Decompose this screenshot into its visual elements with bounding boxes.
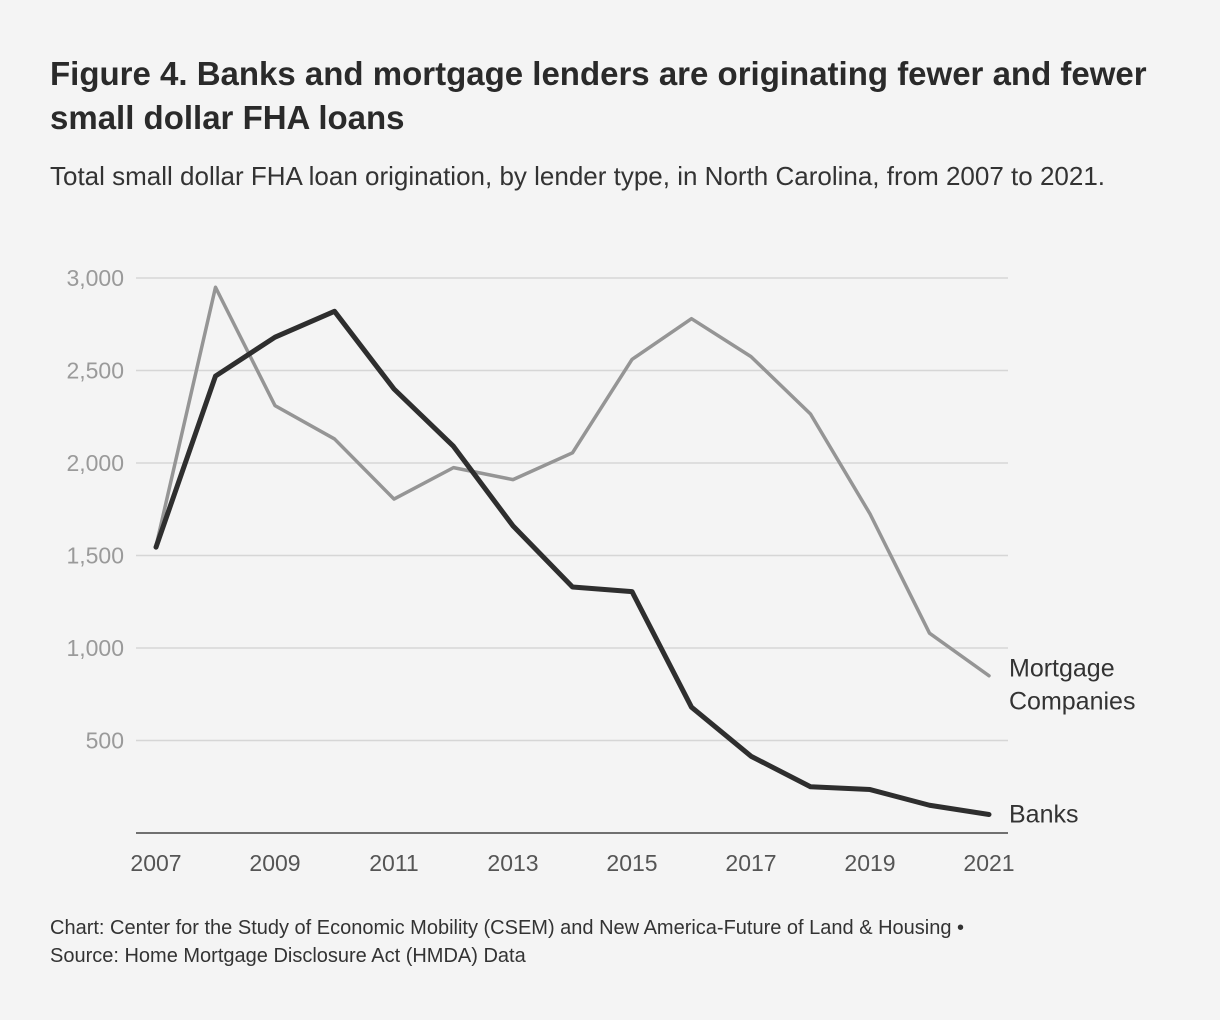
x-tick-label: 2009 <box>249 850 300 876</box>
gridlines <box>136 277 1008 834</box>
chart-subtitle: Total small dollar FHA loan origination,… <box>50 161 1106 191</box>
x-tick-label: 2015 <box>606 850 657 876</box>
series-line-mortgage-companies <box>154 285 991 678</box>
x-tick-label: 2021 <box>963 850 1014 876</box>
y-tick-label: 1,000 <box>66 635 124 661</box>
y-tick-label: 2,500 <box>66 358 124 384</box>
chart-footer: Chart: Center for the Study of Economic … <box>50 914 1200 970</box>
x-tick-label: 2011 <box>369 850 418 876</box>
x-tick-label: 2013 <box>487 850 538 876</box>
x-tick-label: 2019 <box>844 850 895 876</box>
y-tick-label: 1,500 <box>66 543 124 569</box>
footer-credit: Chart: Center for the Study of Economic … <box>50 917 965 939</box>
x-tick-label: 2017 <box>725 850 776 876</box>
x-axis-ticks: 2007 2009 2011 2013 2015 2017 2019 2021 <box>130 850 1014 876</box>
line-chart: 500 1,000 1,500 2,000 2,500 3,000 2007 2009 201… <box>66 265 1135 876</box>
chart-title: Figure 4. Banks and mortgage lenders are… <box>50 55 1147 136</box>
y-tick-label: 3,000 <box>66 265 124 291</box>
y-tick-label: 500 <box>86 728 124 754</box>
series-label-mortgage-companies: Mortgage <box>1009 654 1115 682</box>
footer-source: Source: Home Mortgage Disclosure Act (HM… <box>50 945 526 967</box>
y-axis-ticks: 500 1,000 1,500 2,000 2,500 3,000 <box>66 265 124 754</box>
x-tick-label: 2007 <box>130 850 181 876</box>
series-labels: Mortgage Companies Banks <box>1009 654 1135 828</box>
series-label-mortgage-companies: Companies <box>1009 687 1135 715</box>
series-label-banks: Banks <box>1009 801 1078 829</box>
series-lines <box>153 285 992 817</box>
y-tick-label: 2,000 <box>66 450 124 476</box>
series-line-banks <box>153 308 992 817</box>
